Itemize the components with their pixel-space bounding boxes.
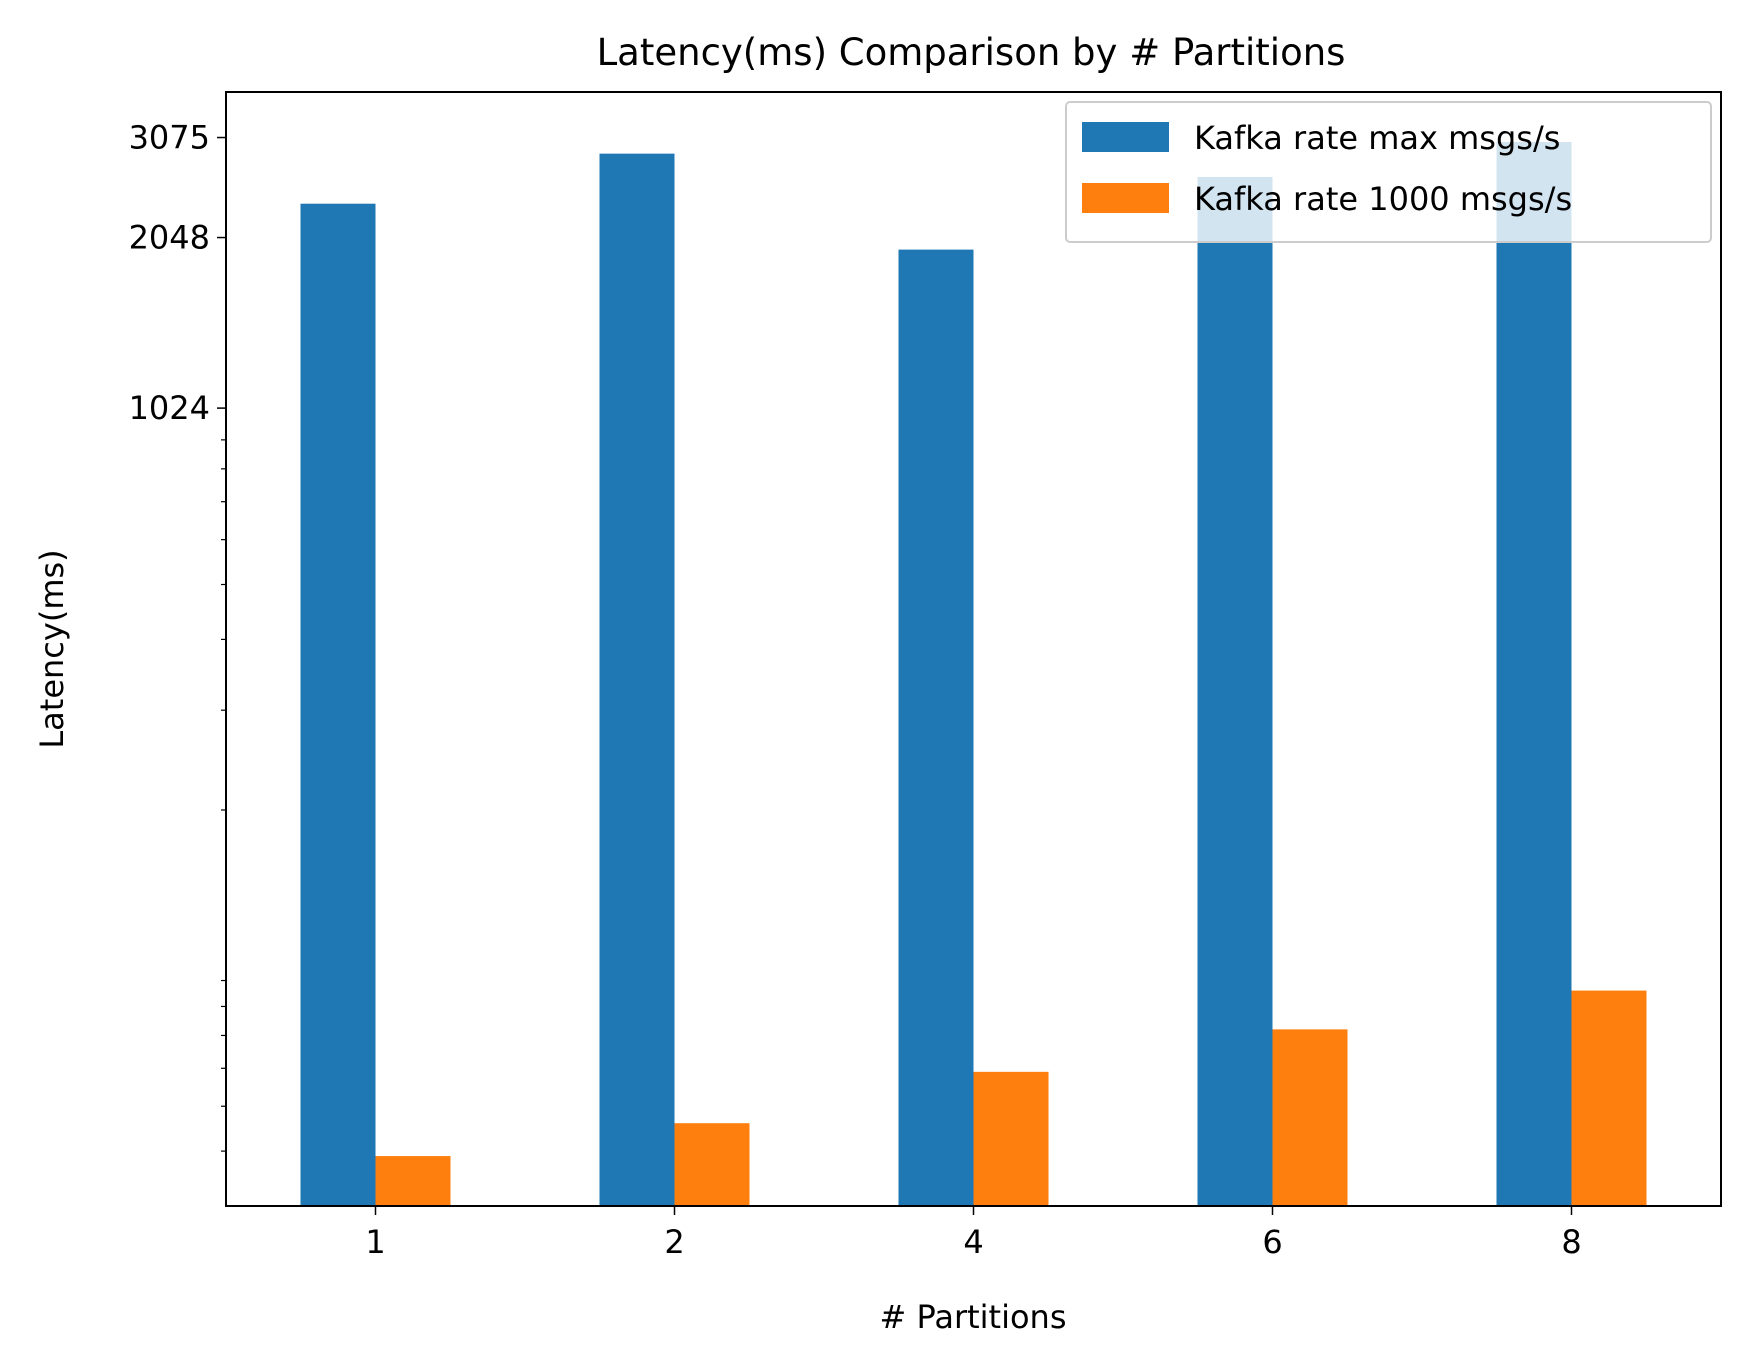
x-tick-label-2: 2 (664, 1223, 684, 1261)
bar-series-2-partitions-2 (674, 1123, 750, 1206)
x-tick-label-6: 6 (1262, 1223, 1282, 1261)
legend: Kafka rate max msgs/s Kafka rate 1000 msg… (1065, 101, 1712, 243)
bar-series-1-partitions-2 (599, 153, 675, 1207)
legend-swatch-series-2 (1082, 183, 1169, 213)
bar-series-1-partitions-8 (1496, 141, 1572, 1206)
bar-series-2-partitions-6 (1272, 1029, 1348, 1206)
bar-series-1-partitions-4 (898, 249, 974, 1206)
y-tick-label-1024: 1024 (129, 389, 210, 427)
bar-series-2-partitions-1 (375, 1156, 451, 1206)
bar-series-2-partitions-4 (973, 1071, 1049, 1206)
y-tick-label-3075: 3075 (129, 119, 210, 157)
bar-series-1-partitions-6 (1197, 176, 1273, 1206)
chart-title: Latency(ms) Comparison by # Partitions (597, 31, 1346, 74)
x-tick-label-8: 8 (1561, 1223, 1581, 1261)
legend-label-series-2: Kafka rate 1000 msgs/s (1194, 180, 1572, 218)
y-tick-label-2048: 2048 (129, 219, 210, 257)
plot-area: 1 2 4 6 8 1024 2048 3075 (129, 119, 1647, 1261)
legend-box (1065, 101, 1712, 243)
y-axis-label: Latency(ms) (33, 549, 71, 748)
x-tick-label-4: 4 (963, 1223, 983, 1261)
legend-label-series-1: Kafka rate max msgs/s (1194, 119, 1560, 157)
bar-series-2-partitions-8 (1571, 990, 1647, 1206)
plot-frame (225, 91, 1722, 1207)
bar-series-1-partitions-1 (300, 203, 376, 1206)
x-axis-label: # Partitions (879, 1298, 1066, 1336)
legend-swatch-series-1 (1082, 122, 1169, 152)
x-tick-label-1: 1 (365, 1223, 385, 1261)
